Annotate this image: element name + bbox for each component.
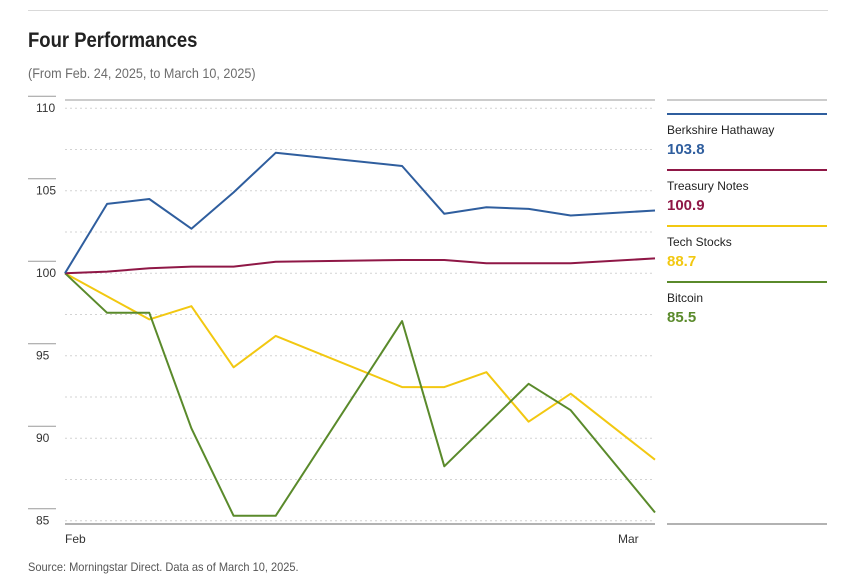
legend: Berkshire Hathaway 103.8 Treasury Notes 100…: [667, 99, 827, 525]
series-line-tech: [64, 272, 656, 461]
gridlines: [65, 99, 655, 525]
chart-title: Four Performances: [28, 29, 198, 52]
chart-subtitle: (From Feb. 24, 2025, to March 10, 2025): [28, 65, 256, 81]
legend-value-treasury: 100.9: [667, 197, 705, 214]
legend-label-tech: Tech Stocks: [667, 235, 732, 249]
legend-value-bitcoin: 85.5: [667, 309, 696, 326]
y-tick-label: 105: [36, 184, 56, 198]
legend-value-berkshire: 103.8: [667, 141, 705, 158]
x-axis-ticks: Feb Mar: [65, 532, 639, 546]
x-tick-label: Mar: [618, 532, 639, 546]
series-lines: [64, 151, 656, 517]
top-divider: [28, 10, 828, 11]
legend-value-tech: 88.7: [667, 253, 696, 270]
series-line-treasury: [64, 257, 656, 275]
y-tick-label: 90: [36, 431, 50, 445]
y-tick-label: 100: [36, 266, 56, 280]
legend-label-bitcoin: Bitcoin: [667, 291, 703, 305]
y-tick-label: 95: [36, 349, 50, 363]
legend-label-treasury: Treasury Notes: [667, 179, 749, 193]
series-line-bitcoin: [64, 272, 656, 517]
y-tick-label: 85: [36, 514, 50, 528]
y-axis-ticks: 85 90 95 100 105 110: [28, 95, 56, 528]
y-tick-label: 110: [36, 101, 55, 115]
x-tick-label: Feb: [65, 532, 86, 546]
series-line-berkshire: [64, 151, 656, 274]
legend-label-berkshire: Berkshire Hathaway: [667, 123, 774, 137]
source-note: Source: Morningstar Direct. Data as of M…: [28, 560, 299, 574]
